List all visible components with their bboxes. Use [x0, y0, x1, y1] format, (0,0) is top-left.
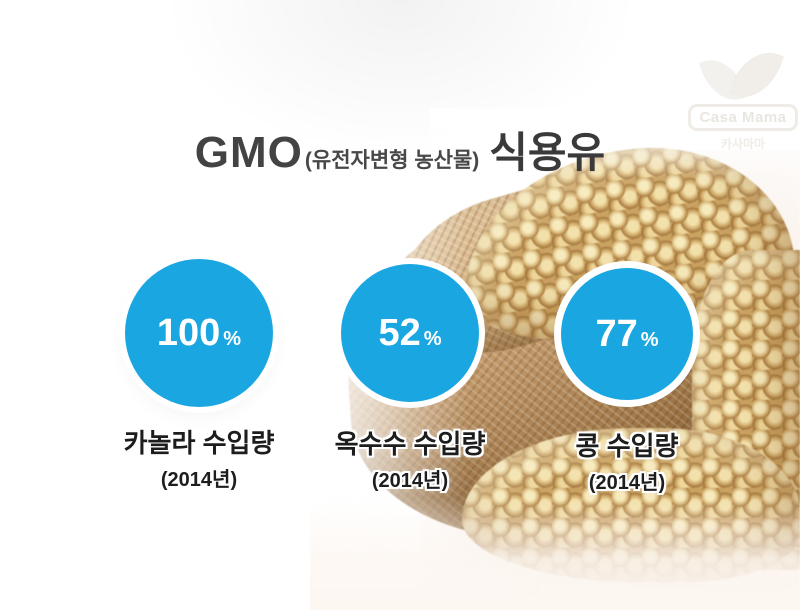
page-title: GMO(유전자변형 농산물) 식용유 [0, 119, 800, 180]
title-gmo: GMO [194, 128, 303, 178]
stat-label: 카놀라 수입량 [123, 428, 275, 458]
stat-value: 77 [595, 312, 638, 355]
title-product: 식용유 [489, 129, 606, 177]
photo-fade-top [430, 108, 800, 178]
stat-year: (2014년) [160, 469, 238, 491]
stat-soybean: 77 % 콩 수입량 (2014년) [507, 268, 747, 495]
stat-circle-corn: 52 % [341, 264, 479, 402]
stat-circle-soybean: 77 % [561, 268, 693, 400]
watermark-brand-korean: 카사마마 [720, 137, 766, 151]
stat-year: (2014년) [588, 472, 666, 494]
stat-percentage: 52 % [378, 312, 441, 355]
stat-value: 100 [156, 311, 221, 354]
stat-value: 52 [378, 311, 421, 354]
brand-watermark: Casa Mama 카사마마 [688, 42, 798, 152]
title-parenthetical: (유전자변형 농산물) [304, 149, 480, 173]
stat-label: 콩 수입량 [575, 431, 679, 461]
photo-fade-bottom [310, 498, 800, 610]
stat-corn: 52 % 옥수수 수입량 (2014년) [290, 264, 530, 493]
stat-year: (2014년) [371, 470, 449, 492]
stat-label: 옥수수 수입량 [334, 429, 486, 459]
stat-canola: 100 % 카놀라 수입량 (2014년) [79, 259, 319, 492]
stat-percentage: 100 % [157, 312, 241, 355]
stat-circle-canola: 100 % [125, 259, 273, 407]
stat-unit: % [640, 328, 659, 351]
stat-unit: % [223, 327, 242, 350]
stat-unit: % [423, 327, 442, 350]
stat-percentage: 77 % [595, 313, 658, 356]
watermark-brand-name: Casa Mama [688, 104, 798, 131]
